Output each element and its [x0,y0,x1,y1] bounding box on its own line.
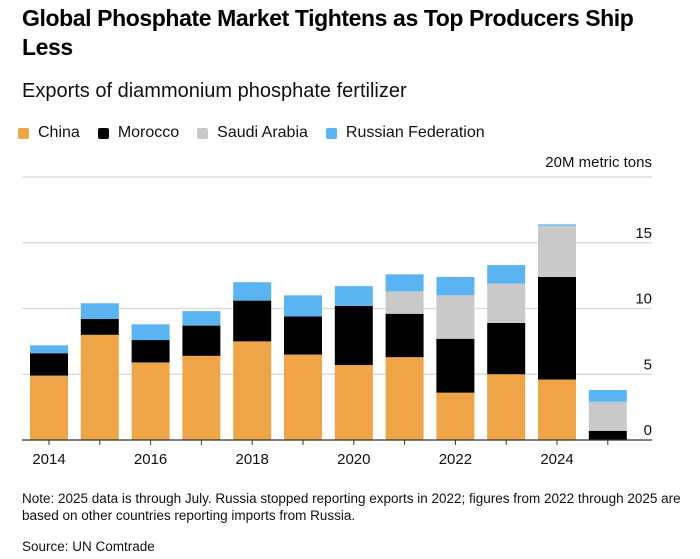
bar-segment-morocco [334,305,373,366]
bar-segment-china [30,375,68,440]
y-axis: 0 5 10 15 [635,225,652,439]
bar-segment-russian-federation [182,311,221,326]
bar-segment-morocco [385,313,424,358]
bar-segment-morocco [588,430,627,440]
chart-subtitle: Exports of diammonium phosphate fertiliz… [22,80,407,102]
units-label: 20M metric tons [545,154,652,171]
bar-segment-russian-federation [80,303,119,320]
legend: China Morocco Saudi Arabia Russian Feder… [18,124,503,142]
x-axis: 2014 2016 2018 2020 2022 2024 [22,439,652,468]
x-tick-label: 2024 [540,451,573,468]
x-tick-label: 2018 [236,451,269,468]
bar-segment-russian-federation [284,295,322,317]
bar-segment-china [385,357,424,440]
legend-item-morocco: Morocco [97,124,180,142]
bar-segment-morocco [131,340,170,363]
bar-segment-morocco [487,322,526,375]
bar-segment-morocco [538,276,576,380]
bar-segment-china [436,392,475,440]
bar-segment-russian-federation [131,324,170,341]
bar-segment-russian-federation [487,265,526,284]
chart-title: Global Phosphate Market Tightens as Top … [22,5,634,60]
bar-segment-russian-federation [334,286,373,306]
bar-segment-morocco [30,353,68,376]
y-tick-label: 15 [635,225,652,242]
bar-segment-china [284,354,322,440]
bar-segment-russian-federation [233,282,272,301]
x-tick-label: 2016 [134,451,167,468]
bar-segment-saudi-arabia [487,283,526,323]
bar-segment-saudi-arabia [385,291,424,314]
legend-label-russian-federation: Russian Federation [345,124,485,141]
bar-segment-russian-federation [385,274,424,292]
bar-segment-russian-federation [538,224,576,226]
bar-segment-saudi-arabia [588,401,627,431]
legend-label-saudi-arabia: Saudi Arabia [217,124,308,141]
bar-segment-china [131,362,170,440]
bar-segment-morocco [80,319,119,335]
bar-segment-china [182,355,221,440]
legend-item-russian-federation: Russian Federation [325,124,485,142]
bar-segment-morocco [284,316,322,355]
legend-swatch-russian-federation [325,127,337,139]
bar-segment-saudi-arabia [538,225,576,277]
bar-segment-china [487,374,526,440]
legend-label-china: China [38,124,80,141]
bar-segment-russian-federation [436,276,475,296]
y-tick-label: 0 [644,422,652,439]
bar-segment-morocco [436,338,475,393]
legend-swatch-saudi-arabia [197,127,209,139]
bar-segment-china [233,341,272,440]
bar-segment-saudi-arabia [436,295,475,339]
bar-segment-china [80,334,119,440]
bar-segment-russian-federation [30,345,68,354]
x-tick-label: 2022 [439,451,472,468]
bar-segment-morocco [233,300,272,342]
bar-segment-morocco [182,325,221,356]
legend-label-morocco: Morocco [117,124,180,141]
source-note: Source: UN Comtrade [22,539,155,554]
bar-segment-china [538,379,576,440]
y-tick-label: 5 [644,356,652,373]
bar-segment-china [334,365,373,440]
x-tick-label: 2020 [337,451,370,468]
legend-swatch-morocco [97,127,109,139]
legend-item-saudi-arabia: Saudi Arabia [197,124,308,142]
x-tick-label: 2014 [32,451,65,468]
y-tick-label: 10 [635,291,652,308]
footnote: Note: 2025 data is through July. Russia … [22,491,681,523]
legend-swatch-china [18,127,29,139]
bar-segment-russian-federation [588,390,627,402]
legend-item-china: China [18,124,80,142]
bars [30,224,627,440]
